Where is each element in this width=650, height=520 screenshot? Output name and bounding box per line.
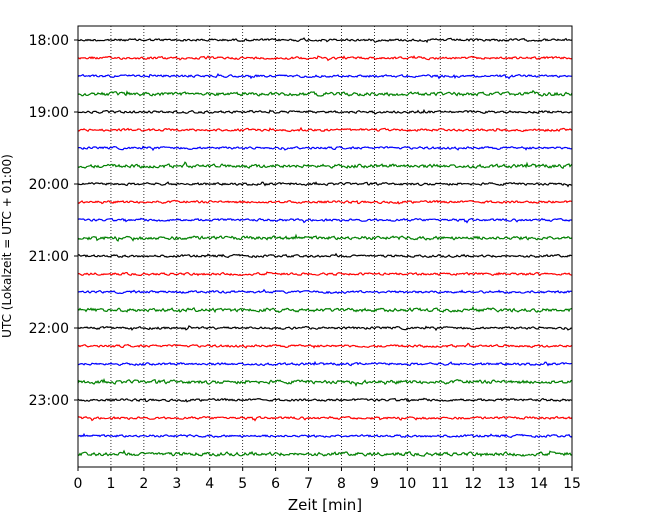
x-tick-label-12: 12: [464, 476, 482, 492]
trace-2015: [77, 199, 573, 205]
trace-2300: [77, 397, 573, 403]
trace-2130: [77, 288, 573, 295]
x-tick-label-3: 3: [172, 476, 181, 492]
seismic-traces: [77, 37, 573, 458]
trace-2100: [77, 252, 573, 259]
trace-1815: [77, 55, 573, 62]
trace-1900: [77, 108, 573, 115]
trace-1930: [77, 145, 573, 152]
trace-2230: [77, 360, 573, 367]
y-tick-label-23:00: 23:00: [29, 393, 69, 409]
trace-2215: [77, 342, 573, 349]
x-tick-label-15: 15: [563, 476, 581, 492]
y-tick-label-21:00: 21:00: [29, 249, 69, 265]
x-tick-label-10: 10: [398, 476, 416, 492]
x-tick-label-0: 0: [74, 476, 83, 492]
y-tick-label-19:00: 19:00: [29, 105, 69, 121]
x-tick-label-4: 4: [205, 476, 214, 492]
x-axis-ticks: 0 1 2 3 4 5 6 7 8 9 10 11 12 13 14 15: [74, 467, 581, 492]
trace-2045: [77, 233, 573, 242]
x-tick-label-9: 9: [370, 476, 379, 492]
x-axis-label: Zeit [min]: [288, 496, 362, 514]
trace-2330: [77, 432, 573, 439]
trace-1915: [77, 126, 573, 133]
x-tick-label-1: 1: [106, 476, 115, 492]
x-tick-label-7: 7: [304, 476, 313, 492]
x-tick-label-6: 6: [271, 476, 280, 492]
trace-1845: [77, 89, 573, 97]
x-tick-label-5: 5: [238, 476, 247, 492]
trace-1800: [77, 37, 573, 44]
trace-2315: [77, 415, 573, 422]
x-tick-label-11: 11: [431, 476, 449, 492]
x-tick-label-2: 2: [139, 476, 148, 492]
trace-2115: [77, 271, 573, 277]
x-tick-label-14: 14: [530, 476, 548, 492]
plot-frame: [77, 25, 573, 468]
trace-1945: [77, 161, 573, 169]
trace-2000: [77, 181, 573, 188]
trace-2145: [77, 305, 573, 314]
y-axis-label: UTC (Lokalzeit = UTC + 01:00): [0, 154, 14, 338]
trace-2245: [77, 378, 573, 388]
y-tick-label-20:00: 20:00: [29, 177, 69, 193]
trace-2030: [77, 217, 573, 224]
trace-1830: [77, 72, 573, 80]
x-tick-label-13: 13: [497, 476, 515, 492]
y-axis-ticks: 18:00 19:00 20:00 21:00 22:00 23:00: [29, 33, 78, 409]
y-tick-label-22:00: 22:00: [29, 321, 69, 337]
x-tick-label-8: 8: [337, 476, 346, 492]
trace-2345: [77, 449, 573, 458]
trace-2200: [77, 325, 573, 332]
y-tick-label-18:00: 18:00: [29, 33, 69, 49]
plot-area: [78, 26, 572, 467]
